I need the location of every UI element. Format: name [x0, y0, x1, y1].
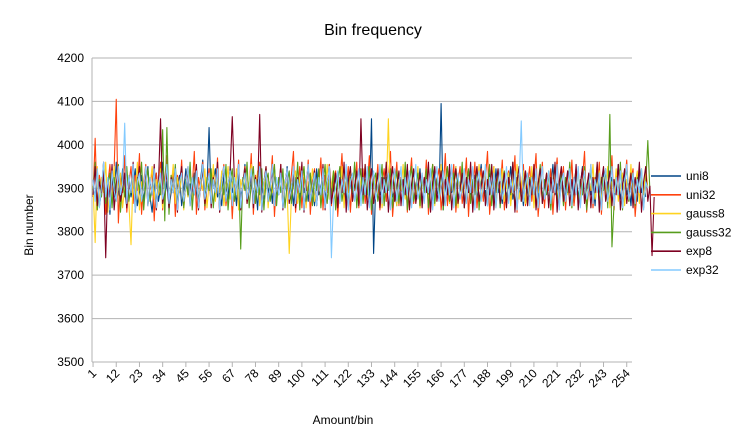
series-lines	[92, 98, 655, 259]
legend-label-uni32: uni32	[686, 188, 716, 202]
legend-item-exp8: exp8	[651, 244, 712, 258]
y-tick-labels: 3500 3600 3700 3800 3900 4000 4100 4200	[57, 51, 84, 369]
y-tick-label: 3500	[57, 355, 84, 369]
legend-item-exp32: exp32	[651, 263, 719, 277]
y-tick-label: 3700	[57, 268, 84, 282]
y-axis-label: Bin number	[22, 194, 36, 255]
y-tick-label: 3600	[57, 312, 84, 326]
legend-item-gauss8: gauss8	[651, 207, 725, 221]
chart-title: Bin frequency	[324, 22, 422, 39]
legend-label-exp32: exp32	[686, 263, 719, 277]
y-tick-label: 4200	[57, 51, 84, 65]
legend-item-uni8: uni8	[651, 169, 709, 183]
legend-label-uni8: uni8	[686, 169, 709, 183]
y-tick-label: 4100	[57, 94, 84, 108]
legend-label-gauss32: gauss32	[686, 225, 732, 239]
legend-item-gauss32: gauss32	[651, 225, 732, 239]
y-tick-label: 3900	[57, 181, 84, 195]
y-tick-label: 3800	[57, 225, 84, 239]
legend-label-gauss8: gauss8	[686, 207, 725, 221]
legend-item-uni32: uni32	[651, 188, 716, 202]
x-axis-label: Amount/bin	[313, 413, 374, 427]
y-tick-label: 4000	[57, 138, 84, 152]
legend: uni8 uni32 gauss8 gauss32 exp8 exp32	[651, 169, 732, 277]
legend-label-exp8: exp8	[686, 244, 712, 258]
series-line-exp32	[92, 120, 649, 259]
